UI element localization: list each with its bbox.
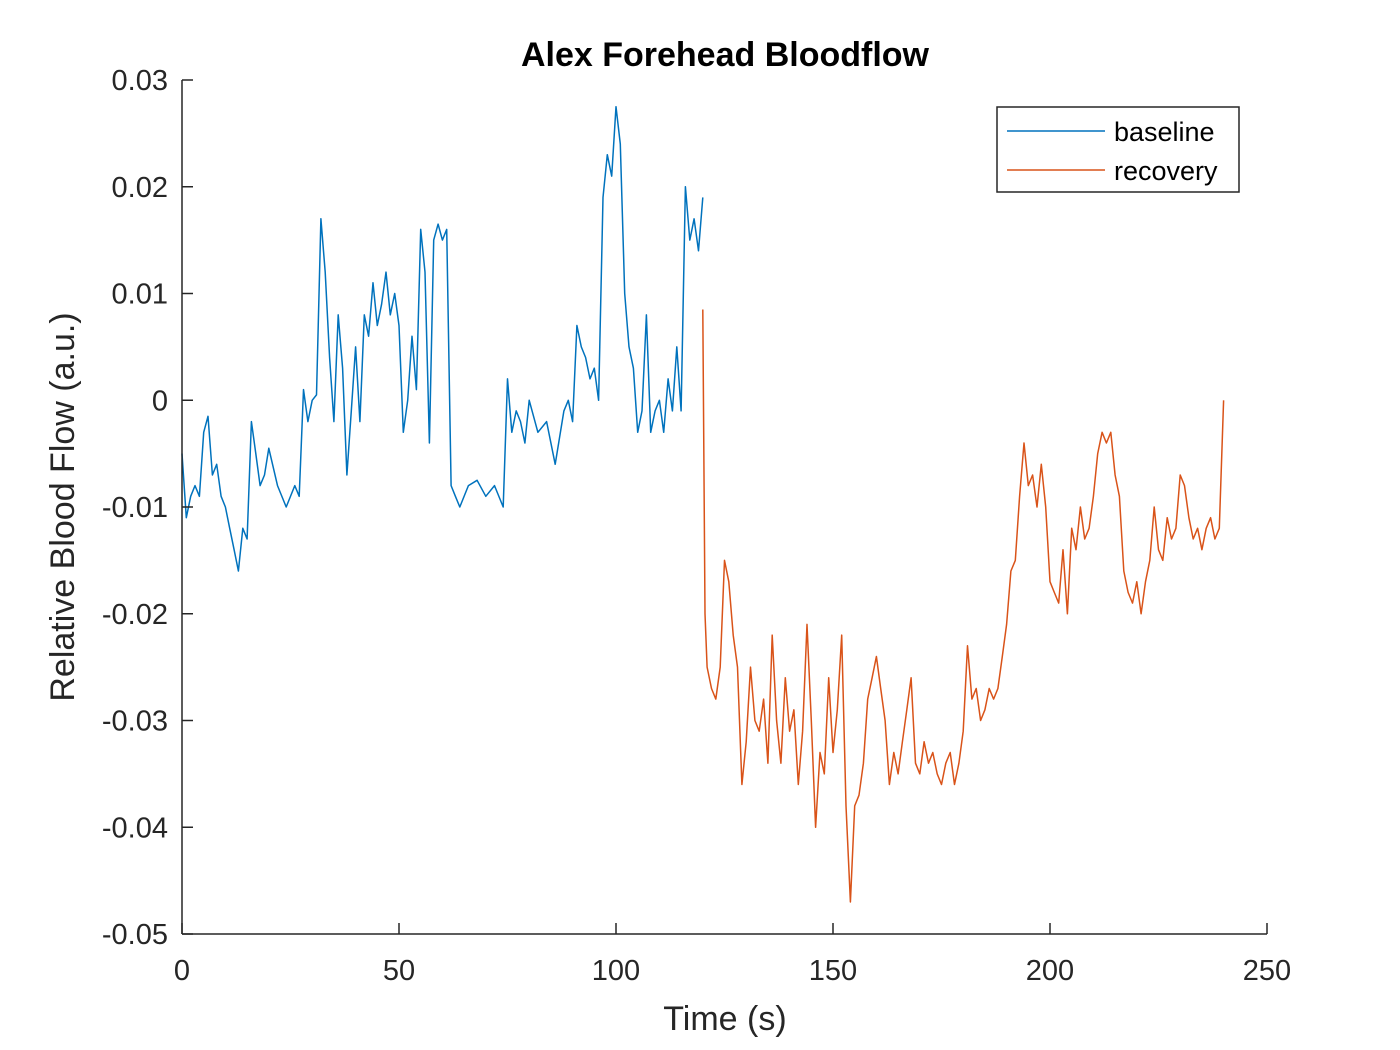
y-tick-label: -0.03 <box>102 706 168 738</box>
x-tick-label: 100 <box>592 955 640 987</box>
x-tick-label: 200 <box>1026 955 1074 987</box>
legend-box <box>996 106 1240 193</box>
y-tick-label: 0.01 <box>112 279 168 311</box>
chart-title: Alex Forehead Bloodflow <box>521 36 930 74</box>
x-tick-label: 50 <box>383 955 415 987</box>
y-tick-label: 0 <box>152 385 168 417</box>
x-axis-label: Time (s) <box>663 1000 786 1038</box>
x-tick-label: 250 <box>1243 955 1291 987</box>
series-line-recovery <box>702 309 1225 903</box>
y-axis-label: Relative Blood Flow (a.u.) <box>44 312 82 701</box>
legend: baseline recovery <box>996 106 1240 193</box>
legend-label-recovery: recovery <box>1114 156 1218 186</box>
axes: 0 50 100 150 200 250 0.03 0.02 0.01 0 -0.01 -0.02 -0… <box>102 65 1291 987</box>
y-tick-label: -0.02 <box>102 599 168 631</box>
series-layer <box>181 105 1225 903</box>
y-tick-label: -0.05 <box>102 919 168 951</box>
series-line-baseline <box>181 105 704 572</box>
x-tick-label: 150 <box>809 955 857 987</box>
legend-label-baseline: baseline <box>1114 117 1215 147</box>
y-tick-label: 0.02 <box>112 172 168 204</box>
y-tick-label: 0.03 <box>112 65 168 97</box>
x-tick-label: 0 <box>174 955 190 987</box>
y-tick-label: -0.01 <box>102 492 168 524</box>
y-tick-label: -0.04 <box>102 812 168 844</box>
